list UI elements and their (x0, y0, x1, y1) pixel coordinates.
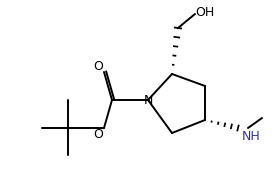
Text: N: N (143, 93, 153, 107)
Text: O: O (93, 59, 103, 72)
Text: OH: OH (195, 6, 215, 19)
Text: NH: NH (242, 130, 261, 142)
Text: O: O (93, 128, 103, 141)
